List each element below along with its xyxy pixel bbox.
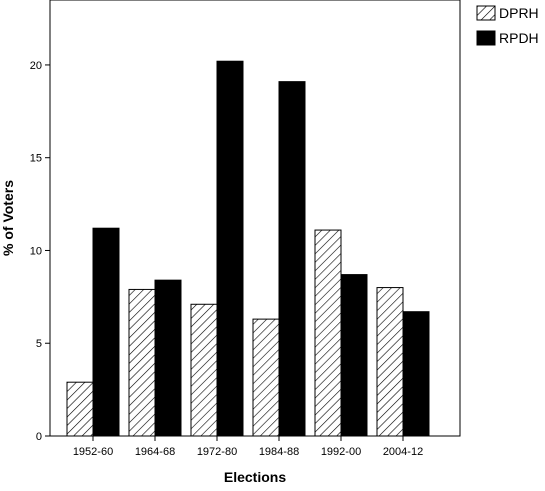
x-tick-label: 1952-60 (73, 446, 113, 458)
bar-rpdh-1972-80 (216, 60, 244, 437)
bar-dprh-1952-60 (66, 381, 94, 437)
x-tick-label: 1972-80 (197, 446, 237, 458)
x-axis-title: Elections (224, 469, 286, 485)
legend-swatch-dprh (476, 5, 496, 21)
y-tick-label: 5 (36, 338, 42, 350)
bar-dprh-1992-00 (314, 229, 342, 437)
x-tick-label: 1992-00 (321, 446, 361, 458)
bar-rpdh-1952-60 (92, 227, 120, 437)
bar-dprh-1972-80 (190, 303, 218, 437)
y-tick-label: 0 (36, 431, 42, 443)
bar-dprh-1964-68 (128, 288, 156, 437)
legend-label-dprh: DPRH (499, 5, 539, 21)
y-axis-title: % of Voters (0, 180, 16, 256)
legend-swatch-rpdh (476, 30, 496, 46)
legend: DPRH RPDH (476, 5, 539, 46)
y-axis-ticks: 0 5 10 15 20 (30, 60, 50, 443)
x-tick-label: 1984-88 (259, 446, 299, 458)
y-tick-label: 20 (30, 60, 42, 72)
bar-rpdh-1984-88 (278, 81, 306, 437)
bar-rpdh-1992-00 (340, 274, 368, 437)
y-tick-label: 15 (30, 153, 42, 165)
bar-dprh-2004-12 (376, 287, 404, 437)
x-tick-label: 2004-12 (383, 446, 423, 458)
y-tick-label: 10 (30, 245, 42, 257)
bars (66, 60, 430, 437)
legend-label-rpdh: RPDH (499, 30, 539, 46)
bar-rpdh-2004-12 (402, 311, 430, 437)
bar-dprh-1984-88 (252, 318, 280, 437)
bar-rpdh-1964-68 (154, 279, 182, 437)
x-axis-ticks: 1952-60 1964-68 1972-80 1984-88 1992-00 2004-… (73, 436, 423, 458)
x-tick-label: 1964-68 (135, 446, 175, 458)
